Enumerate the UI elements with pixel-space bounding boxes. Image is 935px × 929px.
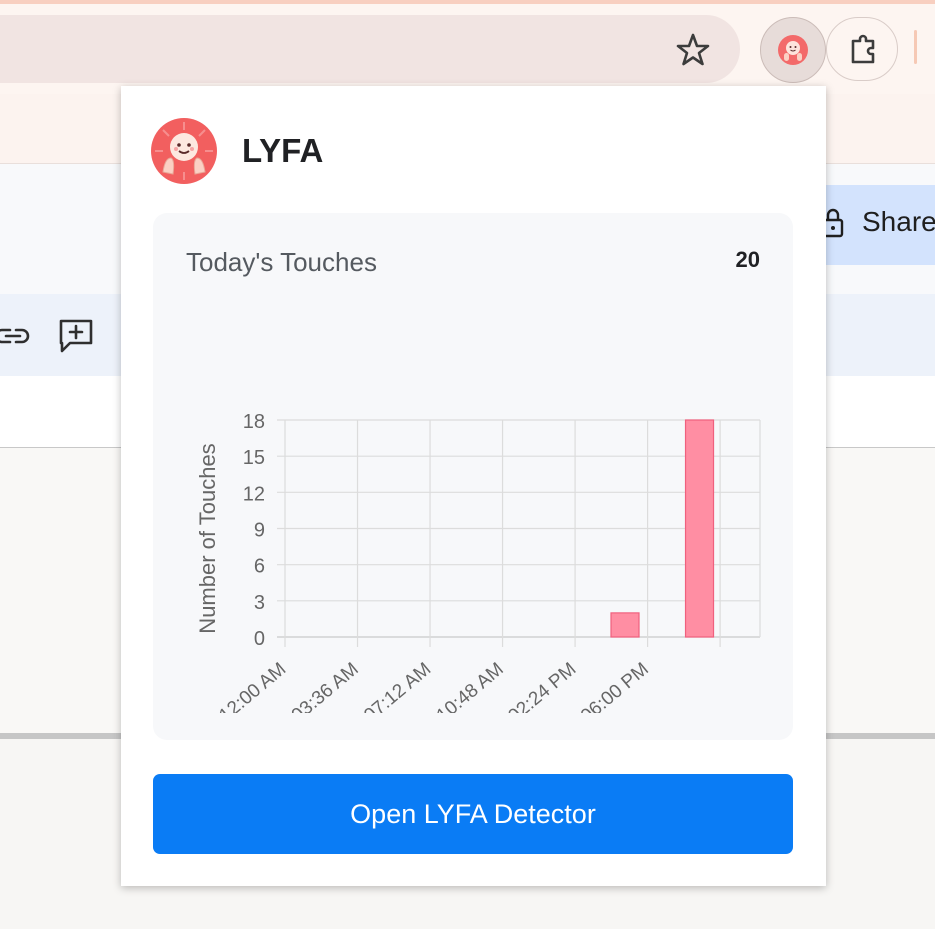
y-tick-label: 18	[243, 411, 265, 433]
puzzle-icon	[851, 34, 875, 64]
x-tick-label: 07:12 AM	[360, 659, 435, 713]
window-top-strip	[0, 0, 935, 4]
touch-count: 20	[735, 247, 760, 272]
extensions-button[interactable]	[826, 17, 898, 81]
y-tick-label: 6	[254, 556, 265, 578]
chart-bars	[610, 419, 715, 638]
add-comment-icon[interactable]	[58, 318, 94, 354]
chart-bar	[684, 419, 715, 638]
share-button[interactable]	[826, 185, 935, 265]
address-bar[interactable]	[0, 15, 740, 83]
y-tick-label: 12	[243, 483, 265, 505]
chart-bar	[610, 612, 640, 638]
y-tick-label: 15	[243, 447, 265, 469]
card-title: Today's Touches	[186, 247, 377, 277]
open-detector-button[interactable]: Open LYFA Detector	[153, 774, 793, 854]
y-tick-label: 0	[254, 628, 265, 650]
share-label: Share	[862, 206, 935, 237]
lyfa-extension-button[interactable]	[760, 17, 826, 83]
link-icon[interactable]	[0, 322, 30, 350]
x-tick-label: 12:00 AM	[215, 659, 290, 713]
lyfa-logo-icon	[151, 118, 217, 184]
x-tick-label: 10:48 AM	[433, 659, 508, 713]
x-tick-label: 03:36 AM	[288, 659, 363, 713]
bookmark-star-icon[interactable]	[672, 29, 714, 71]
y-tick-label: 3	[254, 592, 265, 614]
x-tick-label: 06:00 PM	[577, 659, 653, 713]
app-title: LYFA	[242, 132, 324, 169]
touches-card: Today's Touches 20 0 3 6 9 12 15 18 12:00 AM 03:…	[153, 213, 793, 740]
y-tick-label: 9	[254, 520, 265, 542]
lyfa-mini-logo-icon	[778, 35, 808, 65]
y-axis-title: Number of Touches	[195, 443, 220, 633]
extension-popup: LYFA Today's Touches 20 0 3 6 9 12 15 18 12:00 …	[121, 86, 826, 886]
x-tick-label: 02:24 PM	[504, 659, 580, 713]
toolbar-separator	[914, 30, 917, 64]
chart-grid	[277, 419, 761, 647]
